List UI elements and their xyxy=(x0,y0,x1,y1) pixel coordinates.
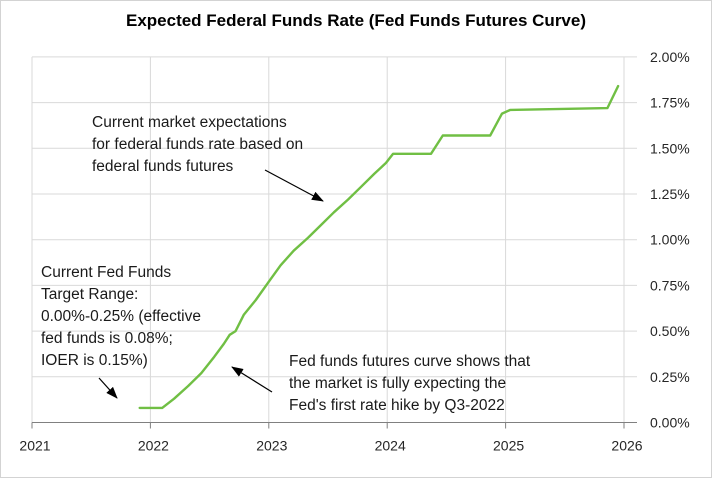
y-axis-label: 0.00% xyxy=(650,415,690,431)
annotation-arrow xyxy=(264,169,324,202)
y-axis-label: 0.50% xyxy=(650,323,690,339)
y-axis-label: 2.00% xyxy=(650,49,690,65)
x-axis-label: 2022 xyxy=(138,438,169,454)
fed-funds-futures-curve xyxy=(138,84,620,410)
annotation-arrow xyxy=(231,366,273,393)
x-axis-label: 2021 xyxy=(19,438,50,454)
y-axis-label: 1.75% xyxy=(650,95,690,111)
y-axis-label: 1.00% xyxy=(650,232,690,248)
annotation-market-expectations: Current market expectations for federal … xyxy=(92,114,304,175)
x-axis-label: 2025 xyxy=(493,438,524,454)
x-axis-label: 2026 xyxy=(611,438,642,454)
y-axis-label: 1.50% xyxy=(650,140,690,156)
annotation-arrow xyxy=(98,377,118,399)
y-axis-label: 0.25% xyxy=(650,369,690,385)
annotation-current-fed-funds-target-range: Current Fed Funds Target Range: 0.00%-0.… xyxy=(41,264,201,369)
y-axis-label: 1.25% xyxy=(650,186,690,202)
annotation-first-rate-hike-q3-2022: Fed funds futures curve shows that the m… xyxy=(289,353,531,414)
x-axis-label: 2024 xyxy=(375,438,406,454)
chart-title: Expected Federal Funds Rate (Fed Funds F… xyxy=(125,11,587,30)
y-axis-label: 0.75% xyxy=(650,277,690,293)
x-axis-label: 2023 xyxy=(256,438,287,454)
